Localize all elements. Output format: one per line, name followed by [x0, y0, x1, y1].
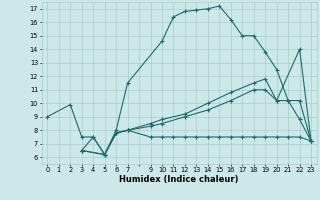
X-axis label: Humidex (Indice chaleur): Humidex (Indice chaleur): [119, 175, 239, 184]
